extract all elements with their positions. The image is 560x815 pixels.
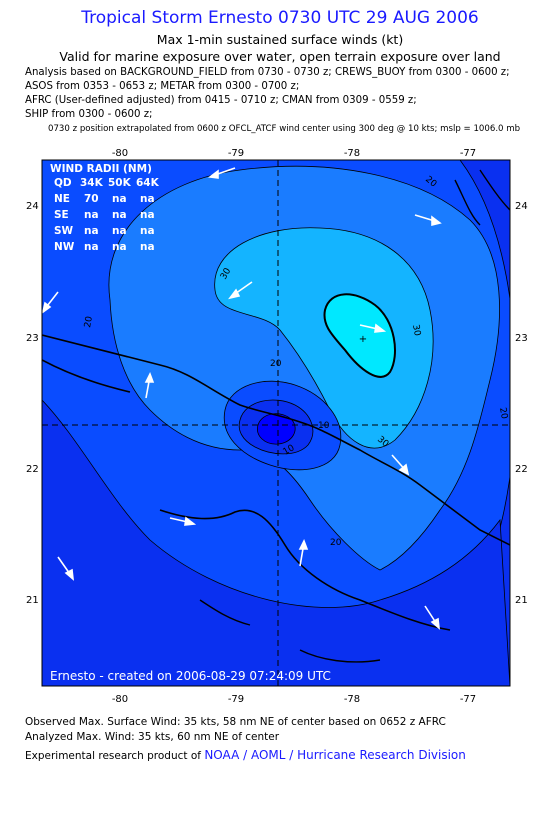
wind-arrows [42, 167, 442, 630]
wind-radii-cell: NE [54, 193, 70, 205]
observed-max-wind: Observed Max. Surface Wind: 35 kts, 58 n… [25, 716, 446, 728]
wind-arrow-head [144, 372, 155, 383]
wind-region-35-plus [323, 293, 396, 378]
lon-tick-bottom: -79 [228, 694, 244, 705]
wind-arrow-head [228, 288, 241, 300]
lon-tick-top: -80 [112, 148, 128, 159]
wind-arrow-head [298, 539, 309, 550]
max-wind-marker: + [359, 334, 367, 345]
lat-tick-right: 22 [515, 464, 528, 475]
analysis-line-4: SHIP from 0300 - 0600 z; [25, 109, 153, 120]
wind-radii-cell: na [140, 209, 155, 221]
map-credit: Ernesto - created on 2006-08-29 07:24:09… [50, 669, 331, 683]
wind-arrow-head [431, 215, 442, 227]
wind-radii-cell: na [84, 241, 99, 253]
position-note: 0730 z position extrapolated from 0600 z… [48, 124, 521, 134]
lat-tick-right: 24 [515, 201, 528, 212]
analysis-line-2: ASOS from 0353 - 0653 z; METAR from 0300… [25, 81, 300, 92]
lat-tick-right: 23 [515, 333, 528, 344]
wind-radii-cell: SE [54, 209, 69, 221]
wind-radii-cell: na [84, 225, 99, 237]
lat-tick-left: 22 [26, 464, 39, 475]
analysis-line-3: AFRC (User-defined adjusted) from 0415 -… [25, 95, 417, 106]
wind-radii-cell: NW [54, 241, 75, 253]
lon-tick-top: -79 [228, 148, 244, 159]
lat-tick-left: 23 [26, 333, 39, 344]
wind-arrow-head [374, 323, 387, 333]
wind-radii-cell: na [112, 241, 127, 253]
lon-tick-bottom: -78 [344, 694, 360, 705]
contour-label: 20 [83, 315, 95, 328]
contour-label: 20 [330, 538, 342, 548]
lat-tick-right: 21 [515, 595, 528, 606]
product-prefix: Experimental research product of [25, 750, 201, 762]
org-link[interactable]: NOAA / AOML / Hurricane Research Divisio… [204, 748, 466, 762]
contour-label: 20 [510, 578, 522, 588]
wind-region-far-left [42, 399, 510, 686]
map-title: Tropical Storm Ernesto 0730 UTC 29 AUG 2… [81, 8, 479, 28]
wind-radii-cell: na [112, 225, 127, 237]
wind-radii-header: 50K [108, 177, 132, 189]
wind-arrow-head [398, 463, 410, 476]
wind-radii-table: WIND RADII (NM) QD 34K 50K 64K NE 70 na … [50, 163, 160, 253]
wind-radii-cell: SW [54, 225, 74, 237]
wind-arrow-head [184, 516, 197, 526]
lon-tick-top: -77 [460, 148, 476, 159]
analysis-line-1: Analysis based on BACKGROUND_FIELD from … [25, 67, 510, 78]
contour-label: 20 [497, 407, 509, 420]
wind-radii-header: 34K [80, 177, 104, 189]
product-credit: Experimental research product of NOAA / … [25, 748, 466, 762]
coastline-islands [199, 169, 510, 663]
lat-tick-left: 24 [26, 201, 39, 212]
analyzed-max-wind: Analyzed Max. Wind: 35 kts, 60 nm NE of … [25, 731, 280, 743]
wind-region-30-35 [214, 227, 434, 449]
wind-arrow-head [430, 617, 441, 630]
wind-radii-header: 64K [136, 177, 160, 189]
lon-tick-bottom: -77 [460, 694, 476, 705]
lon-tick-bottom: -80 [112, 694, 128, 705]
map-subtitle-2: Valid for marine exposure over water, op… [59, 49, 501, 64]
wind-radii-cell: na [84, 209, 99, 221]
map-frame [41, 159, 511, 687]
contour-label: 20 [270, 359, 282, 369]
wind-radii-cell: na [112, 193, 127, 205]
wind-arrow-head [42, 301, 52, 314]
map-subtitle-1: Max 1-min sustained surface winds (kt) [156, 32, 404, 47]
wind-radii-cell: na [140, 241, 155, 253]
wind-radii-cell: 70 [84, 193, 99, 205]
lat-tick-left: 21 [26, 595, 39, 606]
contour-label: 30 [410, 324, 422, 337]
wind-radii-header: QD [54, 177, 72, 189]
contour-label: 10 [318, 421, 330, 431]
coastline-cuba [42, 334, 510, 546]
wind-arrow-head [64, 568, 75, 581]
coastline-cuba-south [42, 359, 451, 631]
wind-radii-title: WIND RADII (NM) [50, 163, 152, 175]
wind-radii-cell: na [140, 225, 155, 237]
wind-radii-cell: na [112, 209, 127, 221]
lon-tick-top: -78 [344, 148, 360, 159]
wind-radii-cell: na [140, 193, 155, 205]
wind-arrow-head [207, 169, 219, 179]
